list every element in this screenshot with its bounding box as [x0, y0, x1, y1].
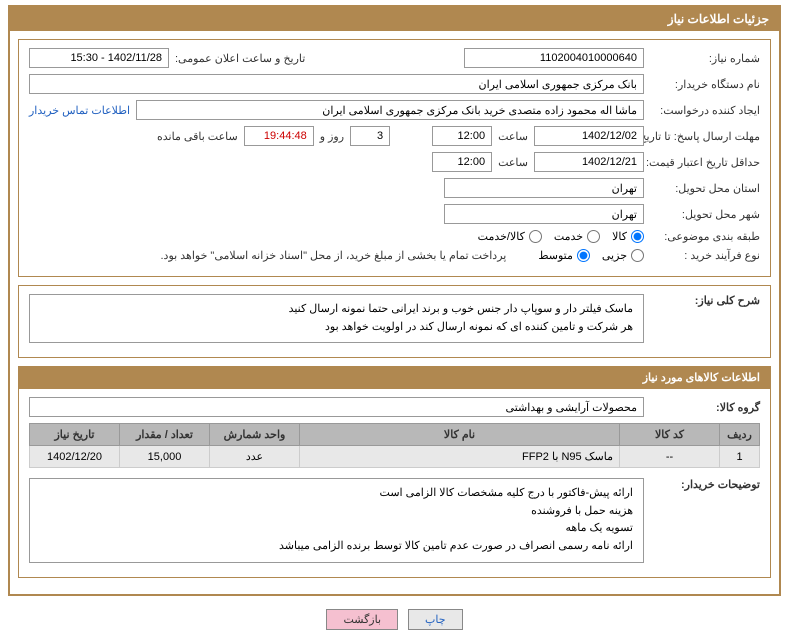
need-no-label: شماره نیاز: — [650, 52, 760, 65]
buyer-notes-box: ارائه پیش-فاکتور با درج کلیه مشخصات کالا… — [29, 478, 644, 562]
announce-label: تاریخ و ساعت اعلان عمومی: — [175, 52, 305, 65]
city-label: شهر محل تحویل: — [650, 208, 760, 221]
days-and-label: روز و — [320, 130, 344, 143]
radio-service[interactable]: خدمت — [554, 230, 600, 243]
summary-line1: ماسک فیلتر دار و سوپاپ دار جنس خوب و برن… — [40, 301, 633, 319]
city-field: تهران — [444, 204, 644, 224]
days-field: 3 — [350, 126, 390, 146]
buyer-org-label: نام دستگاه خریدار: — [650, 78, 760, 91]
validity-date-field: 1402/12/21 — [534, 152, 644, 172]
summary-label: شرح کلی نیاز: — [650, 294, 760, 307]
table-row: 1 -- ماسک N95 با FFP2 عدد 15,000 1402/12… — [30, 446, 760, 468]
deadline-label: مهلت ارسال پاسخ: تا تاریخ: — [650, 130, 760, 143]
radio-both[interactable]: کالا/خدمت — [478, 230, 542, 243]
validity-label: حداقل تاریخ اعتبار قیمت: تا تاریخ: — [650, 156, 760, 169]
cell-code: -- — [620, 446, 720, 468]
time-label-2: ساعت — [498, 156, 528, 169]
note-l1: ارائه پیش-فاکتور با درج کلیه مشخصات کالا… — [40, 485, 633, 503]
category-label: طبقه بندی موضوعی: — [650, 230, 760, 243]
group-field: محصولات آرایشی و بهداشتی — [29, 397, 644, 417]
contact-link[interactable]: اطلاعات تماس خریدار — [29, 104, 130, 117]
cell-row: 1 — [720, 446, 760, 468]
th-row: ردیف — [720, 424, 760, 446]
need-no-field: 1102004010000640 — [464, 48, 644, 68]
th-name: نام کالا — [300, 424, 620, 446]
footer-buttons: چاپ بازگشت — [0, 601, 789, 638]
summary-line2: هر شرکت و تامین کننده ای که نمونه ارسال … — [40, 319, 633, 337]
goods-info-title: اطلاعات کالاهای مورد نیاز — [18, 366, 771, 389]
radio-goods[interactable]: کالا — [612, 230, 644, 243]
th-date: تاریخ نیاز — [30, 424, 120, 446]
goods-section: گروه کالا: محصولات آرایشی و بهداشتی ردیف… — [18, 389, 771, 577]
note-l3: تسویه یک ماهه — [40, 520, 633, 538]
th-unit: واحد شمارش — [210, 424, 300, 446]
print-button[interactable]: چاپ — [408, 609, 463, 630]
summary-box: ماسک فیلتر دار و سوپاپ دار جنس خوب و برن… — [29, 294, 644, 343]
note-l4: ارائه نامه رسمی انصراف در صورت عدم تامین… — [40, 538, 633, 556]
cell-unit: عدد — [210, 446, 300, 468]
process-label: نوع فرآیند خرید : — [650, 249, 760, 262]
countdown-field: 19:44:48 — [244, 126, 314, 146]
radio-small[interactable]: جزیی — [602, 249, 644, 262]
buyer-notes-label: توضیحات خریدار: — [650, 478, 760, 491]
th-qty: تعداد / مقدار — [120, 424, 210, 446]
main-panel: جزئیات اطلاعات نیاز شماره نیاز: 11020040… — [8, 5, 781, 596]
details-section: شماره نیاز: 1102004010000640 تاریخ و ساع… — [18, 39, 771, 277]
payment-note: پرداخت تمام یا بخشی از مبلغ خرید، از محل… — [161, 249, 507, 262]
back-button[interactable]: بازگشت — [326, 609, 398, 630]
goods-table: ردیف کد کالا نام کالا واحد شمارش تعداد /… — [29, 423, 760, 468]
note-l2: هزینه حمل با فروشنده — [40, 503, 633, 521]
deadline-time-field: 12:00 — [432, 126, 492, 146]
deadline-date-field: 1402/12/02 — [534, 126, 644, 146]
announce-field: 1402/11/28 - 15:30 — [29, 48, 169, 68]
process-radio-group: جزیی متوسط — [538, 249, 644, 262]
category-radio-group: کالا خدمت کالا/خدمت — [478, 230, 644, 243]
province-label: استان محل تحویل: — [650, 182, 760, 195]
cell-date: 1402/12/20 — [30, 446, 120, 468]
buyer-org-field: بانک مرکزی جمهوری اسلامی ایران — [29, 74, 644, 94]
requester-label: ایجاد کننده درخواست: — [650, 104, 760, 117]
panel-title: جزئیات اطلاعات نیاز — [10, 7, 779, 31]
requester-field: ماشا اله محمود زاده متصدی خرید بانک مرکز… — [136, 100, 644, 120]
cell-qty: 15,000 — [120, 446, 210, 468]
group-label: گروه کالا: — [650, 401, 760, 414]
cell-name: ماسک N95 با FFP2 — [300, 446, 620, 468]
remaining-label: ساعت باقی مانده — [157, 130, 238, 143]
province-field: تهران — [444, 178, 644, 198]
validity-time-field: 12:00 — [432, 152, 492, 172]
time-label-1: ساعت — [498, 130, 528, 143]
th-code: کد کالا — [620, 424, 720, 446]
summary-section: شرح کلی نیاز: ماسک فیلتر دار و سوپاپ دار… — [18, 285, 771, 358]
radio-medium[interactable]: متوسط — [538, 249, 590, 262]
